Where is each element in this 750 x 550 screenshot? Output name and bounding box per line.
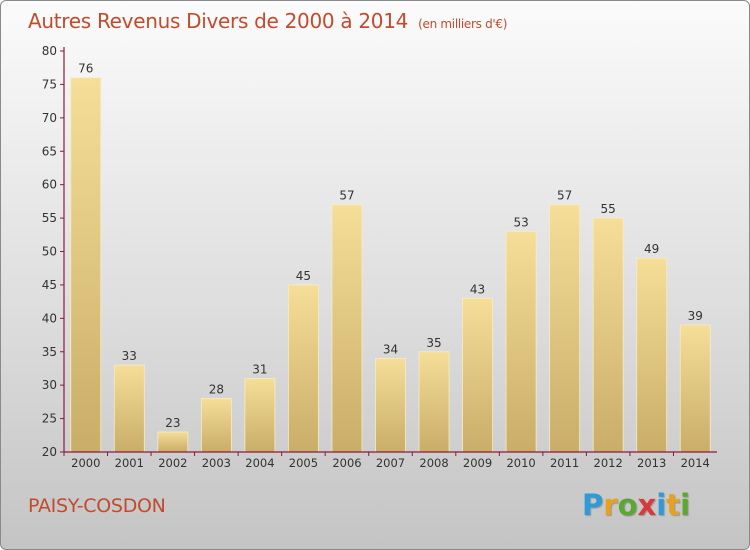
bar [592,217,624,453]
data-label: 43 [470,282,485,296]
x-tick-label: 2010 [506,456,535,470]
x-tick-label: 2009 [463,456,492,470]
data-label: 23 [165,416,180,430]
data-label: 35 [426,336,441,350]
y-tick-label: 35 [42,345,57,359]
x-tick-label: 2004 [245,456,274,470]
bar [200,398,232,453]
logo-letter: r [603,488,618,522]
data-label: 76 [78,62,93,76]
chart-title-text: Autres Revenus Divers de 2000 à 2014 [28,9,409,33]
chart-subtitle: (en milliers d'€) [418,17,508,31]
data-label: 53 [513,215,528,229]
data-label: 28 [209,383,224,397]
x-tick-label: 2011 [550,456,579,470]
data-label: 57 [557,189,572,203]
x-tick-label: 2001 [115,456,144,470]
y-tick-label: 80 [42,44,57,58]
data-label: 39 [688,309,703,323]
bar [505,231,537,453]
bar [679,324,711,453]
bar [288,284,319,453]
x-tick-label: 2002 [158,456,187,470]
bar [70,77,102,453]
logo-letter: P [582,488,604,522]
x-tick-label: 2005 [289,456,318,470]
bar [549,204,581,453]
data-label: 45 [296,269,311,283]
y-tick-label: 60 [42,178,57,192]
bar [375,358,406,453]
logo-letter: o [617,488,638,522]
x-tick-label: 2012 [594,456,623,470]
bar [113,364,145,453]
data-label: 33 [122,349,137,363]
bar [157,431,189,453]
x-tick-label: 2006 [332,456,361,470]
proxiti-logo[interactable]: Proxiti [582,488,690,522]
y-tick-label: 70 [42,111,57,125]
y-tick-label: 25 [42,412,57,426]
x-tick-label: 2007 [376,456,405,470]
data-label: 57 [339,189,354,203]
bar [636,257,668,453]
y-tick-label: 40 [42,311,57,325]
data-label: 31 [252,362,267,376]
x-tick-label: 2000 [71,456,100,470]
logo-letter: i [680,488,691,522]
y-tick-label: 30 [42,378,57,392]
y-tick-label: 55 [42,211,57,225]
logo-letter: x [637,488,657,522]
data-label: 34 [383,342,398,356]
x-tick-label: 2013 [637,456,666,470]
logo-letter: t [666,488,681,522]
data-label: 55 [601,202,616,216]
y-tick-label: 45 [42,278,57,292]
bar [418,351,450,453]
y-tick-label: 65 [42,144,57,158]
x-tick-label: 2003 [202,456,231,470]
chart-title: Autres Revenus Divers de 2000 à 2014 (en… [28,9,507,33]
bar [244,378,276,453]
x-tick-label: 2008 [419,456,448,470]
y-tick-label: 20 [42,445,57,459]
y-tick-label: 50 [42,245,57,259]
data-label: 49 [644,242,659,256]
bar [462,297,493,453]
y-tick-label: 75 [42,77,57,91]
place-name: PAISY-COSDON [28,495,166,517]
bar [331,204,363,453]
logo-letter: i [656,488,667,522]
x-tick-label: 2014 [681,456,710,470]
